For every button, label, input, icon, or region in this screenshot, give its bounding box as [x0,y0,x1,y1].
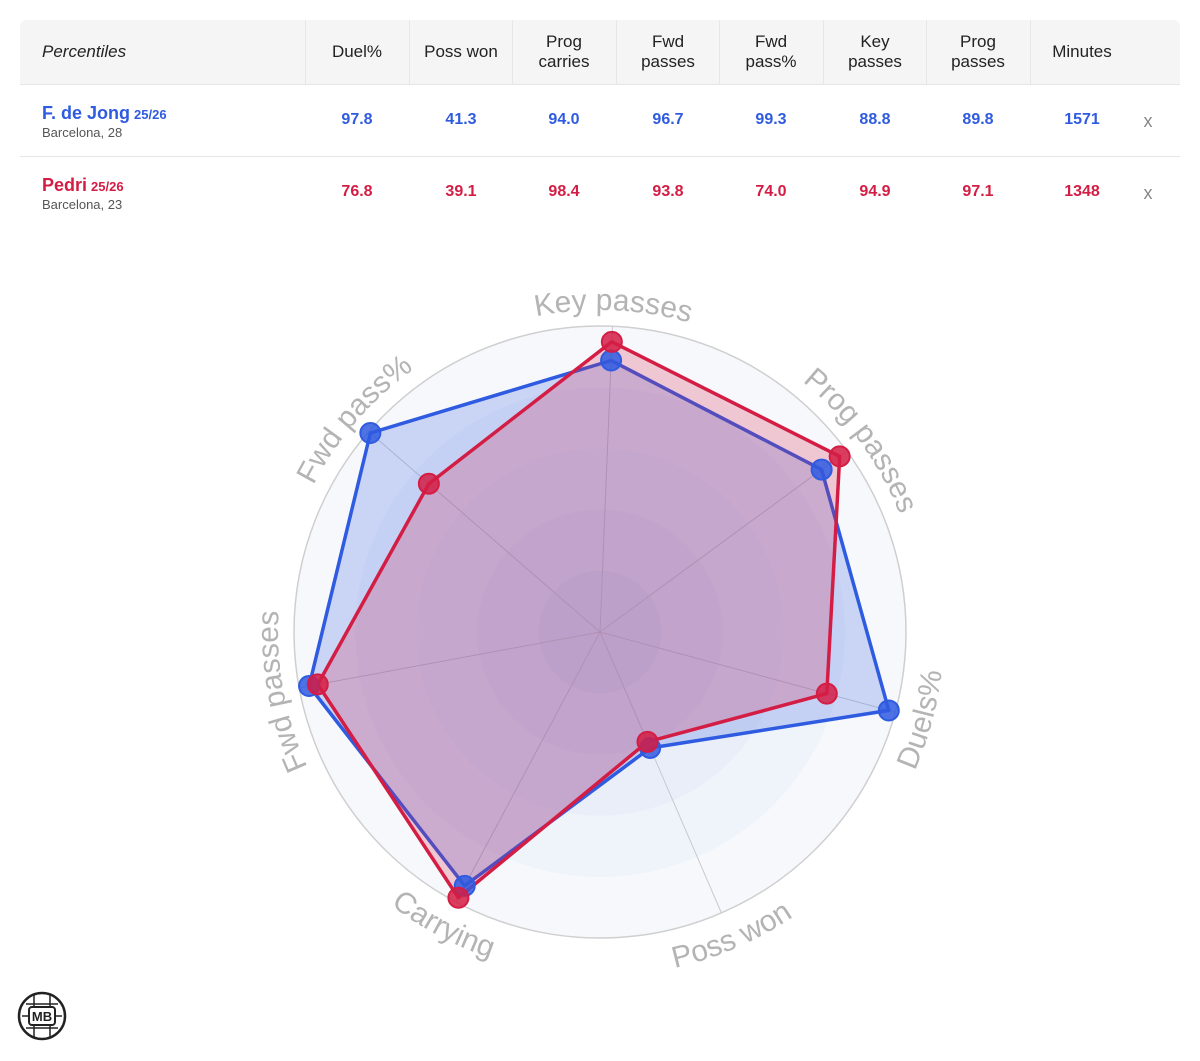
value-key-passes: 94.9 [859,183,891,200]
radar-point [828,445,851,468]
radar-spoke [599,450,848,633]
radar-axis-label: Key passes [532,284,697,329]
value-fwd-pass-pct: 74.0 [755,183,787,200]
value-poss-won: 41.3 [445,111,477,128]
player-name[interactable]: Pedri [42,175,88,195]
column-divider [616,20,617,84]
radar-series-pedri [316,340,842,900]
column-divider [719,20,720,84]
value-fwd-passes: 96.7 [652,111,684,128]
header-fwd-passes[interactable]: Fwd passes [641,32,695,71]
value-poss-won: 39.1 [445,183,477,200]
radar-point [810,458,833,481]
value-duel-pct: 76.8 [341,183,373,200]
radar-point [815,682,838,705]
radar-spoke [455,631,601,903]
player-name-line: Pedri 25/26 [42,175,124,196]
value-minutes: 1571 [1064,111,1100,128]
radar-point [417,472,440,495]
player-cell: Pedri 25/26 Barcelona, 23 [42,175,124,212]
radar-point [877,699,900,722]
logo-text: MB [32,1009,52,1024]
radar-spoke [599,326,613,633]
player-season: 25/26 [91,179,124,194]
radar-point [359,422,382,445]
column-divider [1030,20,1031,84]
player-name[interactable]: F. de Jong [42,103,131,123]
column-divider [823,20,824,84]
value-prog-passes: 89.8 [962,111,994,128]
column-divider [305,20,306,84]
player-team: Barcelona, 28 [42,125,123,140]
radar-point [447,886,470,909]
radar-spoke [599,631,896,713]
player-cell: F. de Jong 25/26 Barcelona, 28 [42,103,167,140]
table-row: Pedri 25/26 Barcelona, 23 76.8 39.1 98.4 … [20,157,1180,228]
player-name-line: F. de Jong 25/26 [42,103,167,124]
radar-point [600,330,623,353]
header-percentiles: Percentiles [42,42,127,61]
percentiles-table: Percentiles Duel% Poss won Prog carries … [20,20,1180,228]
header-key-passes[interactable]: Key passes [848,32,902,71]
radar-point [636,730,659,753]
table-row: F. de Jong 25/26 Barcelona, 28 97.8 41.3 … [20,85,1180,157]
value-duel-pct: 97.8 [341,111,373,128]
value-key-passes: 88.8 [859,111,891,128]
column-divider [926,20,927,84]
header-prog-passes[interactable]: Prog passes [951,32,1005,71]
player-team: Barcelona, 23 [42,197,123,212]
value-fwd-pass-pct: 99.3 [755,111,787,128]
header-duel-pct[interactable]: Duel% [331,42,383,61]
radar-point [600,349,623,372]
table-header: Percentiles Duel% Poss won Prog carries … [20,20,1180,85]
value-fwd-passes: 93.8 [652,183,684,200]
radar-point [306,673,329,696]
radar-spoke [368,431,601,633]
mb-logo-icon: MB [17,991,67,1041]
column-divider [512,20,513,84]
header-prog-carries[interactable]: Prog carries [538,32,590,71]
column-divider [409,20,410,84]
radar-spoke [599,631,722,914]
value-prog-carries: 94.0 [548,111,580,128]
remove-player-button[interactable]: x [1143,111,1153,131]
header-fwd-pass-pct[interactable]: Fwd pass% [745,32,797,71]
header-minutes[interactable]: Minutes [1052,42,1112,61]
player-season: 25/26 [134,107,167,122]
value-prog-carries: 98.4 [548,183,580,200]
radar-spoke [299,631,601,689]
remove-player-button[interactable]: x [1143,183,1153,203]
header-poss-won[interactable]: Poss won [424,42,498,61]
value-minutes: 1348 [1064,183,1100,200]
value-prog-passes: 97.1 [962,183,994,200]
